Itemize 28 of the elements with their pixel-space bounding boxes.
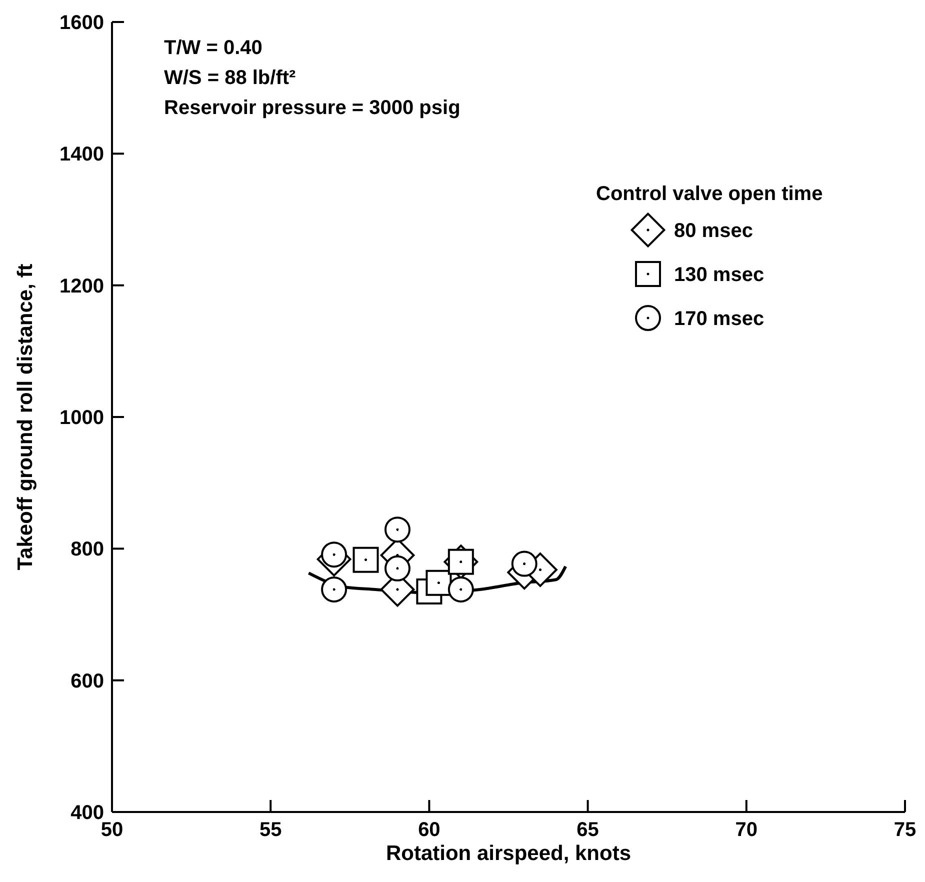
x-tick-label: 60	[418, 819, 440, 841]
y-tick-label: 800	[70, 538, 104, 561]
legend-title: Control valve open time	[596, 183, 823, 205]
x-tick-label: 55	[259, 819, 282, 841]
point	[426, 570, 452, 596]
annotation: Reservoir pressure = 3000 psig	[164, 97, 460, 119]
point	[321, 576, 348, 602]
x-tick-label: 65	[576, 819, 599, 841]
legend-label: 80 msec	[674, 220, 753, 242]
x-axis-title: Rotation airspeed, knots	[386, 842, 632, 865]
y-tick-label: 1200	[60, 275, 104, 298]
point	[448, 576, 474, 602]
legend-label: 130 msec	[674, 264, 764, 286]
point	[384, 555, 410, 582]
y-tick-label: 600	[70, 670, 104, 692]
x-tick-label: 70	[735, 819, 758, 841]
point	[384, 516, 410, 543]
annotation: T/W = 0.40	[164, 37, 262, 59]
point	[352, 546, 379, 573]
annotation: W/S = 88 lb/ft²	[164, 67, 296, 89]
y-tick-label: 1000	[60, 407, 104, 429]
point	[511, 550, 538, 577]
x-tick-label: 75	[894, 819, 916, 841]
y-tick-label: 1400	[60, 144, 104, 166]
y-tick-label: 1600	[60, 12, 104, 34]
legend-label: 170 msec	[674, 308, 764, 330]
x-tick-label: 50	[100, 819, 124, 841]
y-axis-title: Takeoff ground roll distance, ft	[14, 264, 37, 570]
